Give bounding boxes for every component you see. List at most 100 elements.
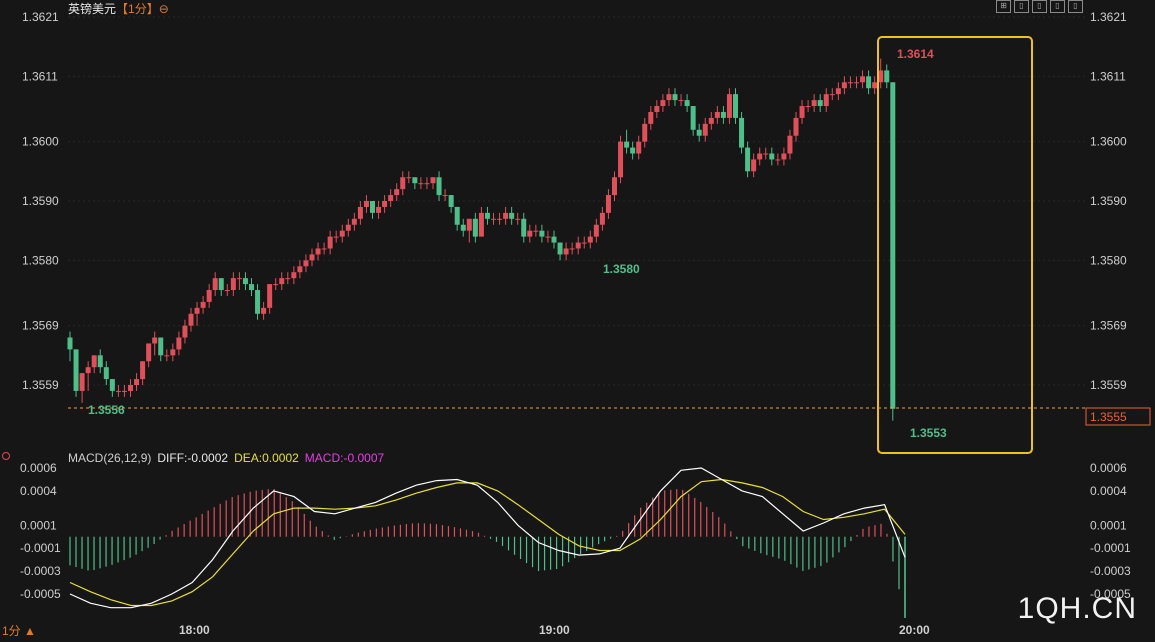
macd-value: MACD:-0.0007 bbox=[304, 451, 385, 465]
candle-body bbox=[261, 307, 267, 314]
candle-body bbox=[575, 242, 581, 249]
timeframe-button[interactable]: 1分 ▲ bbox=[2, 624, 36, 638]
y-tick-label-right: 1.3580 bbox=[1090, 253, 1127, 267]
candle-body bbox=[430, 177, 436, 184]
layout-icon[interactable]: ▯ bbox=[1068, 0, 1083, 13]
macd-dea: DEA:0.0002 bbox=[234, 451, 299, 465]
candle-body bbox=[739, 117, 745, 148]
candle-body bbox=[466, 218, 472, 231]
candle-body bbox=[345, 224, 351, 231]
layout-icon[interactable]: ▯ bbox=[1050, 0, 1065, 13]
candle-body bbox=[775, 159, 781, 161]
candle-body bbox=[593, 224, 599, 237]
candle-body bbox=[515, 218, 521, 220]
candle-body bbox=[835, 88, 841, 95]
candle-body bbox=[781, 153, 787, 160]
candle-body bbox=[860, 76, 866, 83]
y-tick-label: 1.3580 bbox=[22, 253, 59, 267]
candle-body bbox=[533, 230, 539, 232]
macd-header: MACD(26,12,9) DIFF:-0.0002 DEA:0.0002 MACD:… bbox=[68, 451, 390, 465]
candle-body bbox=[491, 218, 496, 220]
y-tick-label-right: 1.3569 bbox=[1090, 319, 1127, 333]
candle-body bbox=[847, 82, 853, 84]
macd-y-tick-label: -0.0001 bbox=[20, 541, 61, 555]
macd-y-tick-label: 0.0001 bbox=[20, 518, 57, 532]
candle-body bbox=[569, 248, 575, 250]
layout-icon[interactable]: ▯ bbox=[1014, 0, 1029, 13]
candle-body bbox=[599, 212, 605, 225]
x-tick-label: 18:00 bbox=[179, 623, 210, 637]
x-tick-label: 20:00 bbox=[899, 623, 930, 637]
candle-body bbox=[158, 337, 164, 356]
candle-body bbox=[242, 278, 248, 285]
candle-body bbox=[115, 390, 121, 392]
candle-body bbox=[297, 266, 303, 273]
y-tick-label-right: 1.3611 bbox=[1090, 69, 1126, 83]
candle-body bbox=[811, 100, 817, 107]
y-tick-label: 1.3611 bbox=[22, 69, 58, 83]
candle-body bbox=[309, 254, 315, 261]
candle-body bbox=[394, 189, 400, 196]
candle-body bbox=[854, 82, 859, 84]
candle-body bbox=[170, 349, 176, 356]
candle-body bbox=[351, 218, 357, 225]
candle-body bbox=[581, 242, 587, 244]
y-tick-label-right: 1.3590 bbox=[1090, 194, 1127, 208]
candle-body bbox=[357, 206, 363, 219]
candle-body bbox=[624, 141, 630, 148]
macd-y-tick-label-right: 0.0006 bbox=[1090, 461, 1127, 475]
candle-body bbox=[684, 100, 690, 107]
candle-body bbox=[642, 123, 648, 142]
grid-icon[interactable]: ⊞ bbox=[996, 0, 1011, 13]
macd-y-tick-label-right: 0.0001 bbox=[1090, 518, 1127, 532]
layout-icon[interactable]: ▯ bbox=[1032, 0, 1047, 13]
low-mid-label: 1.3580 bbox=[603, 262, 640, 276]
candle-body bbox=[799, 106, 805, 118]
candle-body bbox=[333, 236, 339, 238]
y-tick-label: 1.3569 bbox=[22, 319, 59, 333]
candle-body bbox=[690, 106, 696, 130]
candle-body bbox=[339, 230, 345, 237]
candle-body bbox=[648, 111, 654, 124]
candle-body bbox=[140, 361, 146, 380]
candle-body bbox=[363, 201, 369, 207]
candle-body bbox=[866, 76, 872, 89]
candle-body bbox=[418, 183, 424, 185]
candle-body bbox=[370, 201, 375, 213]
candle-body bbox=[218, 278, 224, 291]
candle-body bbox=[841, 82, 847, 89]
candle-body bbox=[527, 230, 533, 237]
candle-body bbox=[327, 236, 333, 249]
candle-body bbox=[200, 301, 206, 308]
candle-body bbox=[194, 307, 200, 314]
candle-body bbox=[424, 183, 430, 185]
candle-body bbox=[212, 278, 218, 291]
candle-body bbox=[152, 337, 158, 344]
candle-body bbox=[230, 278, 236, 291]
macd-name: MACD(26,12,9) bbox=[68, 451, 152, 465]
candle-body bbox=[448, 195, 454, 207]
macd-y-tick-label-right: -0.0001 bbox=[1090, 541, 1131, 555]
circle-minus-icon[interactable]: ⊖ bbox=[158, 2, 169, 16]
candle-body bbox=[97, 355, 103, 368]
candle-body bbox=[769, 153, 775, 160]
candle-body bbox=[376, 206, 382, 213]
highlight-box bbox=[877, 36, 1033, 454]
candle-body bbox=[164, 355, 170, 357]
candle-body bbox=[103, 367, 109, 380]
candle-body bbox=[400, 177, 406, 190]
candle-body bbox=[206, 290, 212, 302]
candle-body bbox=[521, 218, 527, 237]
candle-body bbox=[497, 218, 503, 220]
indicator-dot-icon[interactable] bbox=[2, 452, 10, 460]
candle-body bbox=[236, 278, 242, 280]
candle-body bbox=[188, 313, 194, 326]
candle-body bbox=[182, 325, 188, 338]
candle-body bbox=[291, 272, 297, 279]
candle-body bbox=[696, 129, 702, 136]
toolbar: ⊞ ▯ ▯ ▯ ▯ bbox=[996, 0, 1083, 13]
candle-body bbox=[787, 135, 793, 154]
candle-body bbox=[249, 284, 254, 291]
candle-body bbox=[708, 117, 714, 124]
